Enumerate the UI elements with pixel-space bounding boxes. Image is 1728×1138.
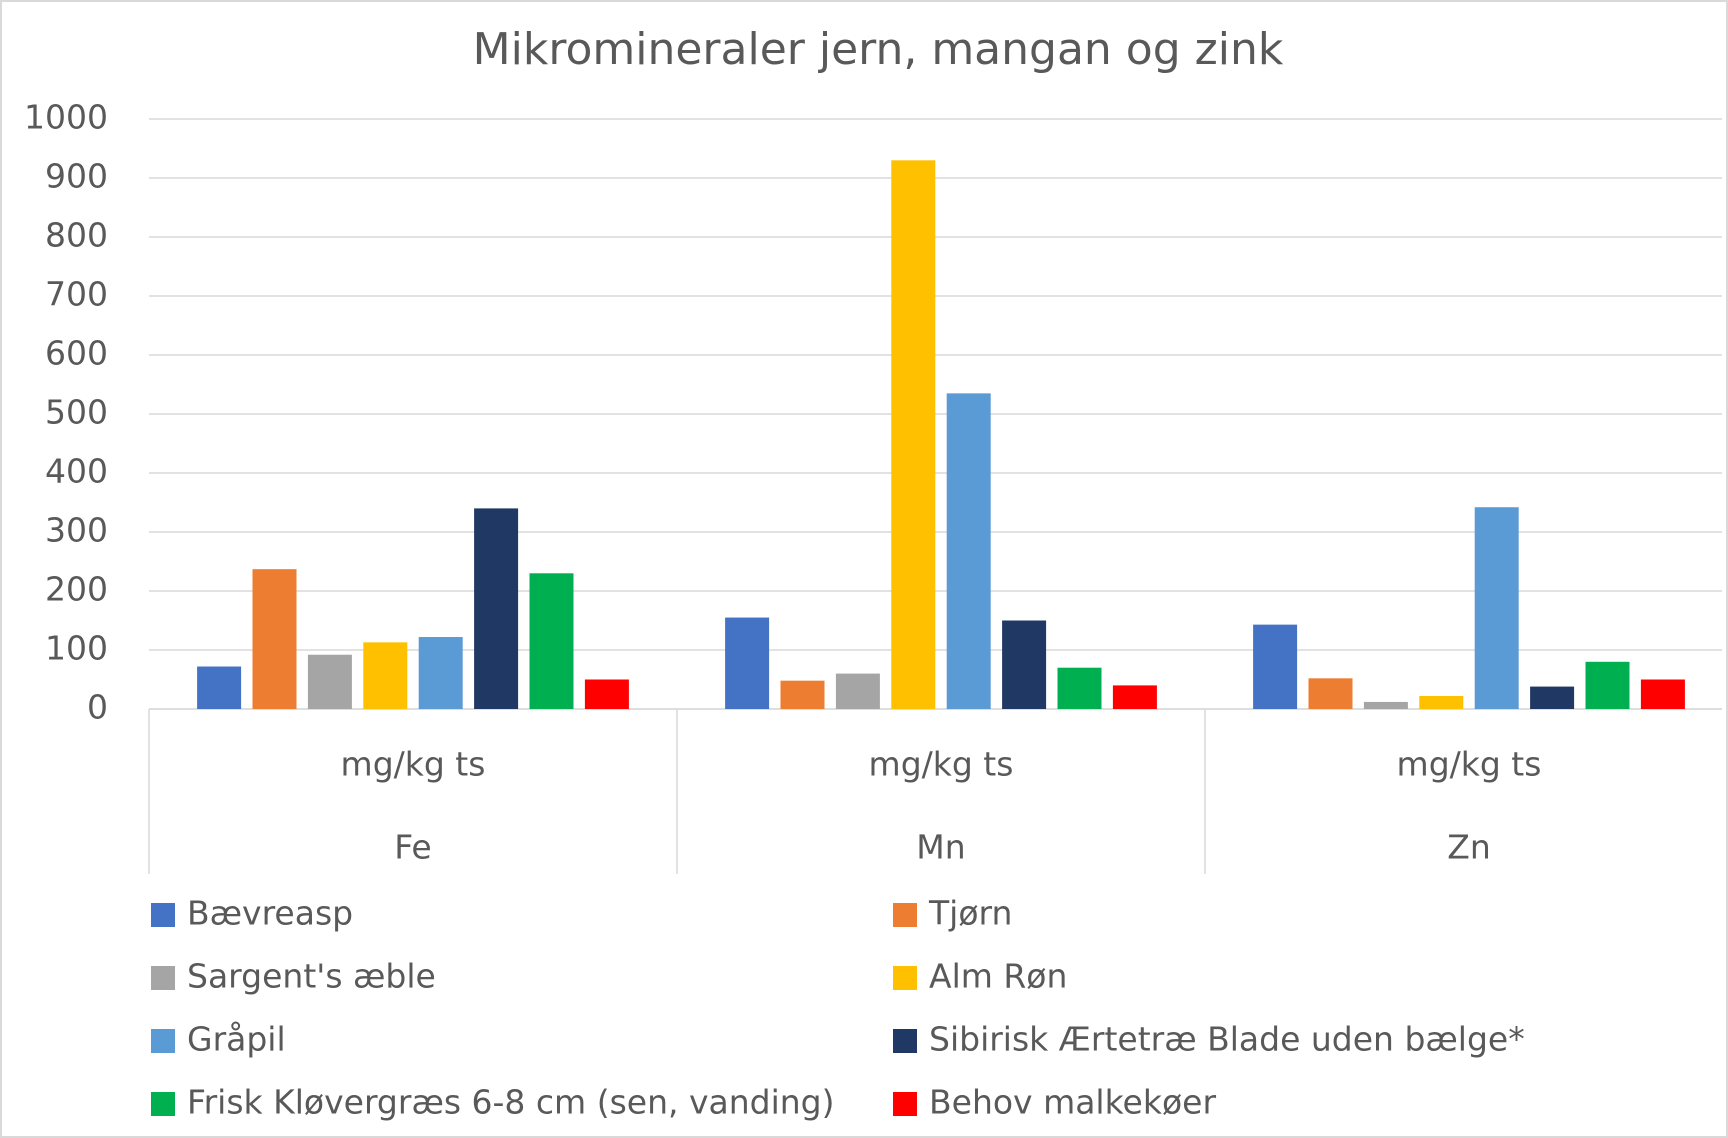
y-tick-label: 200 bbox=[45, 570, 108, 609]
bar bbox=[252, 569, 297, 709]
legend-label: Bævreasp bbox=[187, 894, 353, 933]
legend-swatch bbox=[893, 1092, 917, 1116]
bar bbox=[529, 573, 574, 709]
bar bbox=[1363, 701, 1408, 709]
bar bbox=[474, 508, 519, 709]
bar bbox=[197, 666, 242, 709]
bar bbox=[584, 679, 629, 709]
y-tick-label: 700 bbox=[45, 275, 108, 314]
bar bbox=[1057, 667, 1102, 709]
y-tick-label: 600 bbox=[45, 334, 108, 373]
y-tick-label: 1000 bbox=[24, 98, 108, 137]
y-tick-label: 400 bbox=[45, 452, 108, 491]
bar bbox=[1308, 678, 1353, 709]
legend-label: Gråpil bbox=[187, 1020, 286, 1059]
bar bbox=[418, 637, 463, 709]
x-category-label: Fe bbox=[394, 828, 431, 867]
bar bbox=[1474, 507, 1519, 709]
legend-label: Frisk Kløvergræs 6-8 cm (sen, vanding) bbox=[187, 1083, 834, 1122]
x-subcategory-label: mg/kg ts bbox=[341, 745, 486, 784]
bar bbox=[725, 617, 770, 709]
bar bbox=[1585, 661, 1630, 709]
bar bbox=[1419, 696, 1464, 709]
legend-label: Tjørn bbox=[928, 894, 1012, 933]
bar bbox=[363, 642, 408, 709]
bar bbox=[307, 654, 352, 709]
legend-swatch bbox=[893, 1029, 917, 1053]
y-tick-label: 800 bbox=[45, 216, 108, 255]
bar bbox=[891, 160, 936, 710]
legend-swatch bbox=[893, 966, 917, 990]
legend-label: Behov malkekøer bbox=[929, 1083, 1216, 1122]
bar bbox=[1253, 624, 1298, 709]
bar bbox=[1002, 620, 1047, 709]
y-tick-label: 300 bbox=[45, 511, 108, 550]
legend-swatch bbox=[151, 903, 175, 927]
bar bbox=[835, 673, 880, 709]
x-subcategory-label: mg/kg ts bbox=[1397, 745, 1542, 784]
legend-swatch bbox=[151, 966, 175, 990]
x-category-label: Mn bbox=[916, 828, 965, 867]
y-tick-label: 900 bbox=[45, 157, 108, 196]
x-category-label: Zn bbox=[1447, 828, 1491, 867]
bar bbox=[1112, 685, 1157, 709]
legend-swatch bbox=[151, 1029, 175, 1053]
legend-label: Sibirisk Ærtetræ Blade uden bælge* bbox=[929, 1020, 1525, 1059]
legend-swatch bbox=[893, 903, 917, 927]
bar bbox=[946, 393, 991, 709]
bar bbox=[1530, 686, 1575, 709]
bar bbox=[1640, 679, 1685, 709]
y-tick-label: 100 bbox=[45, 629, 108, 668]
y-tick-label: 0 bbox=[87, 688, 108, 727]
legend-label: Alm Røn bbox=[929, 957, 1067, 996]
y-tick-label: 500 bbox=[45, 393, 108, 432]
bar bbox=[780, 680, 825, 709]
x-subcategory-label: mg/kg ts bbox=[869, 745, 1014, 784]
legend-swatch bbox=[151, 1092, 175, 1116]
legend-label: Sargent's æble bbox=[187, 957, 436, 996]
chart-title: Mikromineraler jern, mangan og zink bbox=[473, 24, 1284, 75]
